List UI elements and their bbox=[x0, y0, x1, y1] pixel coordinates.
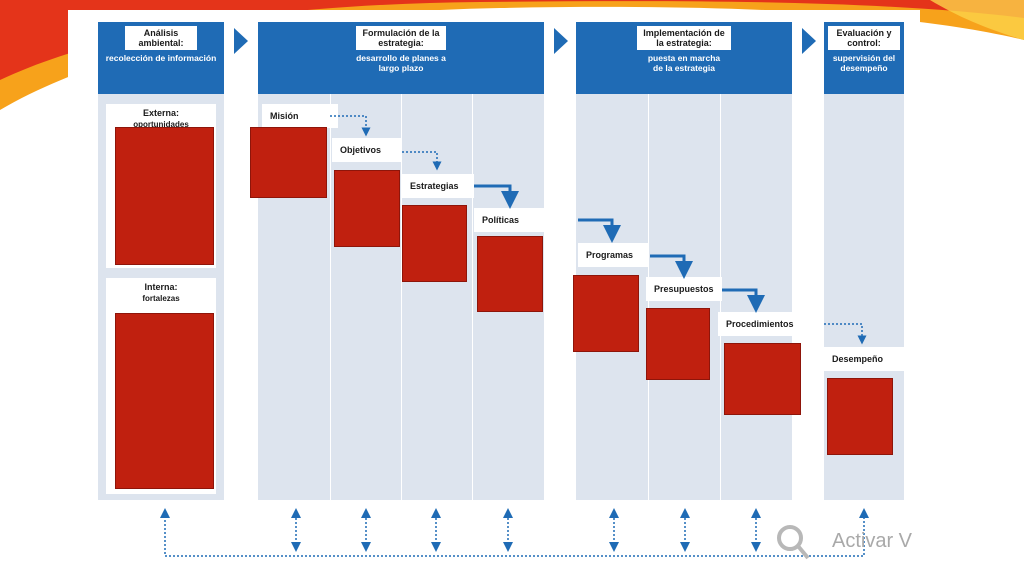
dotted-connector bbox=[402, 151, 442, 171]
step-presupuestos: Presupuestos bbox=[646, 277, 722, 301]
double-arrow-heads bbox=[291, 508, 761, 552]
externa-label: Externa: bbox=[142, 108, 179, 118]
step-estrategias: Estrategias bbox=[402, 174, 474, 198]
header-evaluacion: Evaluación y control: supervisión del de… bbox=[824, 22, 904, 94]
step-procedimientos: Procedimientos bbox=[718, 312, 810, 336]
header-title: Formulación de la estrategia: bbox=[356, 26, 446, 50]
redaction-block bbox=[250, 127, 327, 198]
header-title: Análisis ambiental: bbox=[125, 26, 197, 50]
redaction-block bbox=[115, 313, 214, 489]
redaction-block bbox=[477, 236, 543, 312]
header-subtitle: puesta en marcha de la estrategia bbox=[647, 53, 721, 73]
divider bbox=[401, 94, 402, 500]
flow-arrow-icon bbox=[234, 28, 248, 54]
redaction-block bbox=[724, 343, 801, 415]
header-formulacion: Formulación de la estrategia: desarrollo… bbox=[258, 22, 544, 94]
header-subtitle: recolección de información bbox=[105, 53, 217, 63]
step-politicas: Políticas bbox=[474, 208, 550, 232]
header-subtitle: supervisión del desempeño bbox=[832, 53, 896, 73]
divider bbox=[472, 94, 473, 500]
step-mision: Misión bbox=[262, 104, 338, 128]
double-arrow-icon bbox=[295, 514, 757, 546]
solid-connector bbox=[578, 218, 621, 243]
flow-arrow-icon bbox=[802, 28, 816, 54]
solid-connector bbox=[722, 288, 765, 313]
feedback-up-arrow-icon bbox=[160, 508, 170, 518]
header-subtitle: desarrollo de planes a largo plazo bbox=[356, 53, 446, 73]
magnifier-icon bbox=[777, 525, 810, 560]
redaction-block bbox=[573, 275, 639, 352]
header-analisis: Análisis ambiental: recolección de infor… bbox=[98, 22, 224, 94]
redaction-block bbox=[402, 205, 467, 282]
flow-arrow-icon bbox=[554, 28, 568, 54]
solid-connector bbox=[474, 184, 519, 209]
redaction-block bbox=[115, 127, 214, 265]
watermark-text: Activar V bbox=[832, 530, 913, 552]
redaction-block bbox=[827, 378, 893, 455]
feedback-loop bbox=[164, 512, 865, 557]
step-desempeno: Desempeño bbox=[824, 347, 904, 371]
interna-label: Interna: bbox=[144, 282, 178, 292]
redaction-block bbox=[334, 170, 400, 247]
redaction-block bbox=[646, 308, 710, 380]
step-objetivos: Objetivos bbox=[332, 138, 402, 162]
externa-sub: oportunidades bbox=[133, 120, 189, 129]
solid-connector bbox=[650, 254, 693, 279]
dotted-connector bbox=[330, 115, 371, 137]
header-title: Implementación de la estrategia: bbox=[637, 26, 731, 50]
dotted-connector bbox=[824, 323, 867, 345]
header-implementacion: Implementación de la estrategia: puesta … bbox=[576, 22, 792, 94]
interna-sub: fortalezas bbox=[142, 294, 180, 303]
header-title: Evaluación y control: bbox=[828, 26, 900, 50]
step-programas: Programas bbox=[578, 243, 648, 267]
feedback-up-arrow-icon bbox=[859, 508, 869, 518]
divider bbox=[330, 94, 331, 500]
